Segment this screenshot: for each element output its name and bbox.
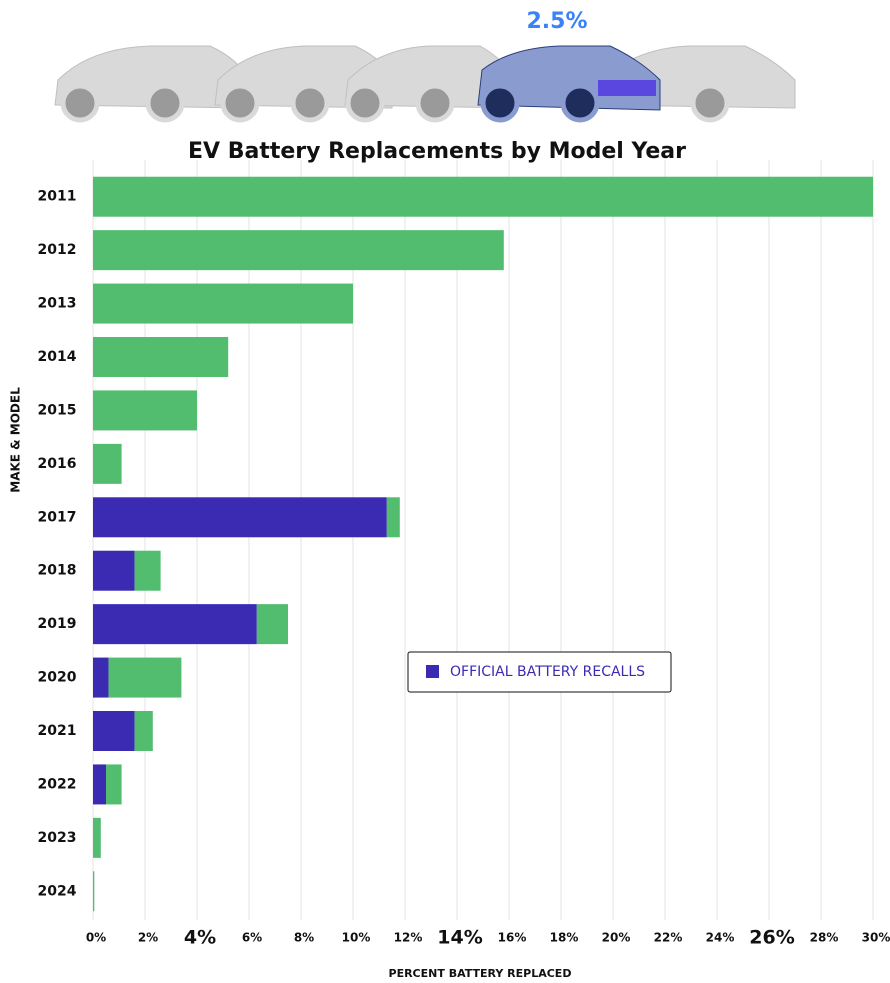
y-tick-label: 2024 (38, 883, 77, 899)
x-tick-label: 6% (242, 931, 262, 945)
bar-segment (93, 283, 353, 324)
bar-segment (93, 337, 229, 377)
x-tick-label: 30% (862, 931, 890, 945)
y-axis-title: MAKE & MODEL (9, 387, 23, 493)
x-tick-label: 4% (184, 927, 216, 949)
bar-segment (93, 764, 106, 805)
bar-segment (93, 390, 197, 431)
x-tick-label: 10% (342, 931, 371, 945)
y-tick-label: 2022 (38, 776, 77, 792)
y-tick-label: 2019 (38, 616, 77, 632)
x-tick-label: 20% (602, 931, 631, 945)
x-tick-label: 2% (138, 931, 158, 945)
x-axis-title: PERCENT BATTERY REPLACED (389, 967, 572, 980)
legend-box (407, 651, 672, 693)
x-tick-label: 14% (437, 927, 482, 949)
car-illustration (54, 45, 796, 123)
bar-segment (93, 550, 135, 591)
y-tick-label: 2015 (38, 402, 77, 418)
highlight-label: 2.5% (526, 9, 587, 34)
y-tick-label: 2021 (38, 723, 77, 739)
x-tick-label: 24% (706, 931, 735, 945)
y-tick-label: 2016 (38, 456, 77, 472)
bar-segment (134, 711, 153, 751)
bar-segment (93, 657, 109, 698)
x-tick-label: 28% (810, 931, 839, 945)
bar-segment (93, 817, 101, 858)
bar-segment (93, 176, 873, 217)
bar-segment (93, 871, 95, 912)
y-tick-label: 2013 (38, 296, 77, 312)
bar-segment (93, 443, 122, 484)
legend: OFFICIAL BATTERY RECALLS (407, 651, 672, 693)
x-tick-label: 12% (394, 931, 423, 945)
x-tick-label: 0% (86, 931, 106, 945)
legend-swatch (426, 665, 439, 678)
chart-title: EV Battery Replacements by Model Year (188, 139, 686, 164)
y-tick-label: 2012 (38, 242, 77, 258)
bar-segment (256, 604, 288, 645)
x-tick-label: 18% (550, 931, 579, 945)
bar-segment (93, 230, 504, 271)
bar-segment (108, 657, 182, 698)
bar-segment (93, 711, 135, 751)
y-tick-label: 2011 (38, 189, 77, 205)
x-tick-label: 26% (749, 927, 794, 949)
bar-segment (93, 604, 257, 645)
y-tick-label: 2023 (38, 830, 77, 846)
x-tick-label: 22% (654, 931, 683, 945)
y-tick-label: 2014 (38, 349, 77, 365)
bar-segment (134, 550, 161, 591)
y-tick-label: 2020 (38, 670, 77, 686)
y-tick-label: 2017 (38, 509, 77, 525)
bar-segment (386, 497, 400, 538)
y-tick-label: 2018 (38, 563, 77, 579)
x-tick-label: 16% (498, 931, 527, 945)
legend-label: OFFICIAL BATTERY RECALLS (450, 664, 645, 680)
bar-segment (106, 764, 122, 805)
bar-segment (93, 497, 387, 538)
x-tick-label: 8% (294, 931, 314, 945)
